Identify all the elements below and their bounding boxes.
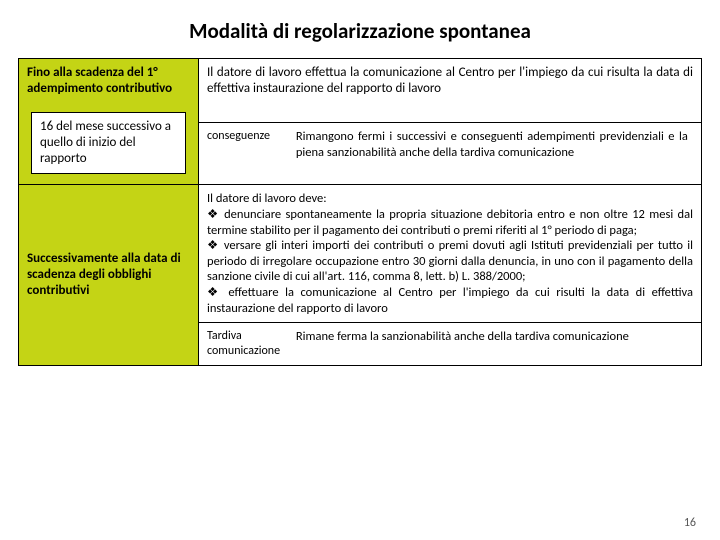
regolarizzazione-table: Fino alla scadenza del 1° adempimento co… [18,58,702,366]
row1-sub-cell: conseguenze Rimangono fermi i successivi… [199,123,702,185]
row1-right-main: Il datore di lavoro effettua la comunica… [199,59,702,123]
row2-sub-label: Tardiva comunicazione [207,329,293,359]
row2-sub-cell: Tardiva comunicazione Rimane ferma la sa… [199,323,702,366]
row2-bullet-3: effettuare la comunicazione al Centro pe… [207,285,693,316]
page-title: Modalità di regolarizzazione spontanea [0,0,720,58]
row1-sub-text: Rimangono fermi i successivi e conseguen… [296,129,688,160]
row1-inner-box: 16 del mese successivo a quello di inizi… [31,112,186,175]
page-number: 16 [684,516,696,530]
row2-bullet-2: versare gli interi importi dei contribut… [207,238,693,285]
row1-right-text: Il datore di lavoro effettua la comunica… [207,65,693,96]
row2-right-main: Il datore di lavoro deve: denunciare spo… [199,185,702,323]
row2-intro: Il datore di lavoro deve: [207,191,693,207]
row2-left-cell: Successivamente alla data di scadenza de… [19,185,199,366]
row2-bullet-1: denunciare spontaneamente la propria sit… [207,207,693,238]
row1-sub-label: conseguenze [207,129,293,144]
row2-sub-text: Rimane ferma la sanzionabilità anche del… [296,329,688,345]
row1-left-cell: Fino alla scadenza del 1° adempimento co… [19,59,199,185]
content-table-wrap: Fino alla scadenza del 1° adempimento co… [0,58,720,366]
row2-heading: Successivamente alla data di scadenza de… [27,251,190,300]
row1-heading: Fino alla scadenza del 1° adempimento co… [27,65,190,98]
